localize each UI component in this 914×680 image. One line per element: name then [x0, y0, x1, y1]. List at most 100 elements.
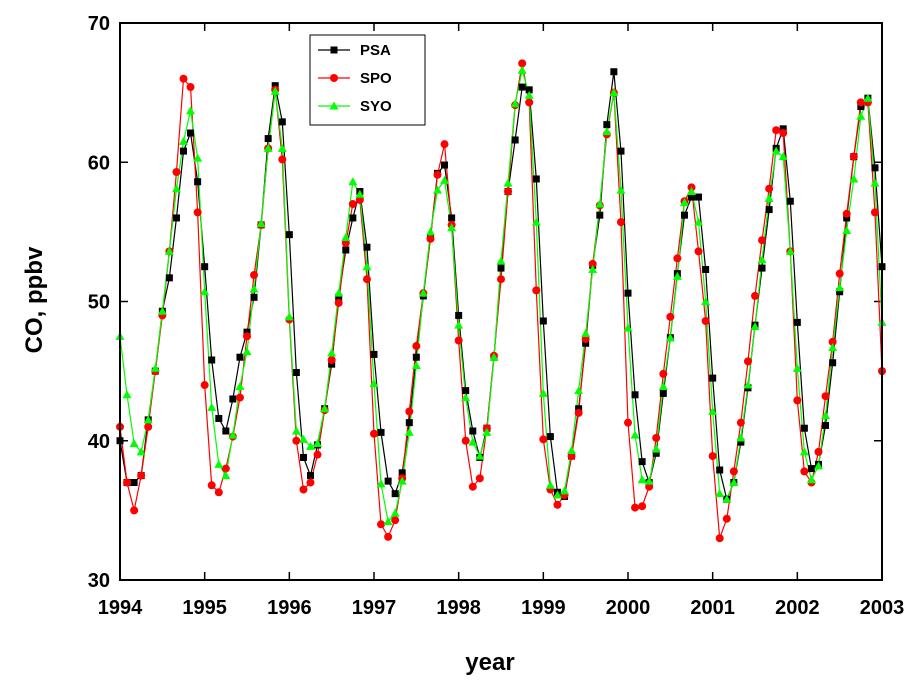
- data-point: [215, 414, 223, 422]
- data-point: [334, 298, 343, 307]
- data-point: [418, 288, 428, 297]
- x-axis-title: year: [465, 649, 514, 676]
- data-point: [694, 247, 703, 256]
- data-point: [384, 477, 392, 485]
- data-point: [574, 386, 584, 395]
- data-point: [377, 520, 386, 529]
- data-point: [144, 422, 153, 431]
- data-point: [455, 311, 463, 319]
- data-point: [736, 433, 746, 442]
- data-point: [842, 225, 852, 234]
- data-point: [236, 353, 244, 361]
- data-point: [448, 214, 456, 222]
- data-point: [531, 217, 541, 226]
- data-point: [264, 135, 272, 143]
- data-point: [539, 317, 547, 325]
- data-point: [412, 342, 421, 351]
- data-point: [250, 293, 258, 301]
- data-point: [489, 352, 499, 361]
- data-point: [511, 136, 519, 144]
- data-point: [222, 427, 230, 435]
- data-point: [680, 211, 688, 219]
- data-point: [299, 485, 308, 494]
- y-tick-label: 60: [88, 152, 110, 174]
- data-point: [242, 347, 252, 356]
- data-point: [828, 337, 837, 346]
- data-point: [150, 363, 160, 372]
- data-point: [320, 404, 330, 413]
- data-point: [299, 453, 307, 461]
- legend-marker: [330, 74, 338, 82]
- data-point: [384, 532, 393, 541]
- data-point: [292, 369, 300, 377]
- data-point: [200, 287, 210, 296]
- data-point: [475, 451, 485, 460]
- data-point: [871, 164, 879, 172]
- data-point: [729, 478, 739, 487]
- data-point: [469, 427, 477, 435]
- y-tick-label: 50: [88, 292, 110, 314]
- data-point: [157, 306, 167, 315]
- data-point: [582, 339, 590, 347]
- data-point: [624, 289, 632, 297]
- data-point: [553, 500, 562, 509]
- data-point: [567, 452, 576, 461]
- data-point: [370, 350, 378, 358]
- data-point: [306, 441, 315, 450]
- data-point: [271, 82, 279, 90]
- data-point: [581, 335, 590, 344]
- x-tick-label: 2001: [690, 597, 735, 619]
- data-point: [130, 479, 138, 487]
- data-point: [362, 275, 371, 284]
- data-point: [475, 474, 484, 483]
- y-tick-label: 30: [88, 570, 110, 592]
- data-point: [348, 200, 357, 209]
- data-point: [596, 211, 604, 219]
- data-point: [631, 503, 640, 512]
- data-point: [722, 514, 731, 523]
- data-point: [291, 426, 301, 435]
- data-point: [870, 208, 879, 217]
- data-point: [285, 231, 293, 239]
- data-point: [405, 407, 414, 416]
- data-point: [532, 175, 540, 183]
- data-point: [560, 486, 569, 495]
- data-point: [440, 140, 449, 149]
- data-point: [518, 83, 526, 91]
- data-point: [440, 175, 450, 184]
- data-point: [327, 348, 337, 357]
- data-point: [171, 184, 181, 193]
- data-point: [736, 418, 745, 427]
- data-point: [284, 312, 294, 321]
- data-point: [545, 480, 555, 489]
- x-tick-label: 2002: [775, 597, 820, 619]
- data-point: [722, 494, 732, 503]
- data-point: [807, 465, 815, 473]
- data-point: [328, 360, 336, 368]
- data-point: [870, 178, 880, 187]
- data-point: [228, 430, 238, 439]
- data-point: [673, 254, 682, 263]
- data-point: [524, 90, 534, 99]
- data-point: [631, 391, 639, 399]
- data-point: [602, 127, 612, 136]
- data-point: [652, 433, 661, 442]
- data-point: [708, 407, 718, 416]
- data-point: [849, 152, 858, 161]
- data-point: [313, 439, 323, 448]
- data-point: [187, 129, 195, 137]
- y-tick-label: 40: [88, 431, 110, 453]
- data-point: [129, 439, 139, 448]
- data-point: [468, 437, 478, 446]
- data-point: [666, 312, 675, 321]
- data-point: [201, 263, 209, 271]
- data-point: [729, 467, 738, 476]
- data-point: [461, 393, 471, 402]
- data-point: [250, 271, 259, 280]
- data-point: [249, 284, 259, 293]
- data-point: [552, 490, 562, 499]
- data-point: [207, 481, 216, 490]
- data-point: [814, 461, 823, 470]
- data-point: [588, 264, 598, 273]
- data-point: [137, 471, 146, 480]
